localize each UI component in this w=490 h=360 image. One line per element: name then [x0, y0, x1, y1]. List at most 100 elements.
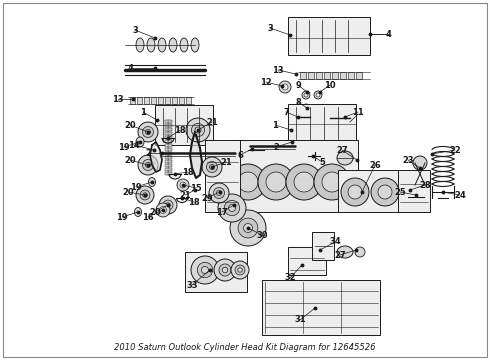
Circle shape [302, 104, 310, 112]
Bar [332, 72, 338, 79]
Circle shape [138, 122, 158, 142]
Text: 4: 4 [385, 30, 391, 39]
Text: 28: 28 [419, 180, 431, 189]
Bar [165, 172, 169, 175]
Text: 8: 8 [295, 98, 301, 107]
Ellipse shape [355, 247, 365, 257]
Ellipse shape [180, 38, 188, 52]
Text: 1: 1 [272, 121, 278, 130]
Text: 26: 26 [369, 161, 381, 170]
Text: 13: 13 [272, 66, 284, 75]
Circle shape [218, 194, 246, 222]
Bar [165, 132, 169, 135]
Circle shape [214, 259, 236, 281]
Circle shape [138, 155, 158, 175]
Ellipse shape [158, 38, 166, 52]
Text: 10: 10 [324, 81, 336, 90]
Text: 9: 9 [295, 81, 301, 90]
Bar [300, 72, 306, 79]
Circle shape [314, 91, 322, 99]
Ellipse shape [415, 180, 425, 190]
Text: 31: 31 [294, 315, 306, 324]
Text: 19: 19 [130, 183, 142, 192]
Text: 21: 21 [179, 190, 191, 199]
Bar [165, 128, 169, 131]
Bar [165, 164, 169, 167]
Text: 6: 6 [237, 150, 243, 159]
Circle shape [156, 203, 170, 217]
Bar [168, 148, 172, 151]
Bar [356, 72, 362, 79]
Text: 34: 34 [329, 238, 341, 247]
Bar [165, 120, 169, 123]
Circle shape [296, 116, 299, 118]
Ellipse shape [134, 207, 142, 216]
Text: 33: 33 [186, 280, 198, 289]
Text: 17: 17 [216, 207, 228, 216]
Bar [338, 170, 403, 212]
Ellipse shape [252, 148, 260, 153]
Text: 5: 5 [319, 158, 325, 166]
Bar [168, 128, 172, 131]
Circle shape [159, 196, 177, 214]
Text: 21: 21 [206, 117, 218, 126]
Bar [165, 124, 169, 127]
Bar [168, 120, 172, 123]
Bar [168, 132, 172, 135]
Circle shape [217, 190, 221, 195]
Bar [288, 247, 326, 275]
Circle shape [202, 157, 222, 177]
Text: 20: 20 [124, 156, 136, 165]
Circle shape [228, 204, 236, 212]
Ellipse shape [136, 38, 144, 52]
Bar [288, 104, 356, 142]
Circle shape [238, 172, 258, 192]
Ellipse shape [147, 38, 155, 52]
Circle shape [136, 186, 154, 204]
Bar [312, 232, 334, 260]
Text: 30: 30 [256, 230, 268, 239]
Bar [348, 72, 354, 79]
Text: 23: 23 [402, 156, 414, 165]
Circle shape [214, 188, 224, 198]
Circle shape [286, 164, 322, 200]
Text: 3: 3 [132, 26, 138, 35]
Bar [165, 160, 169, 163]
Polygon shape [150, 142, 162, 172]
Text: 14: 14 [128, 140, 140, 149]
Circle shape [197, 262, 213, 278]
Circle shape [244, 224, 252, 233]
Circle shape [143, 159, 153, 171]
Bar [165, 144, 169, 147]
Bar [168, 144, 172, 147]
Text: 25: 25 [394, 188, 406, 197]
Circle shape [266, 172, 286, 192]
Ellipse shape [148, 177, 155, 186]
Bar [144, 97, 149, 104]
Text: 12: 12 [260, 77, 272, 86]
Circle shape [304, 93, 308, 97]
Text: 18: 18 [174, 126, 186, 135]
Bar [155, 105, 213, 145]
Bar [168, 136, 172, 139]
Circle shape [282, 84, 288, 90]
Ellipse shape [413, 156, 427, 170]
Circle shape [258, 164, 294, 200]
Text: 7: 7 [283, 108, 289, 117]
Circle shape [238, 268, 242, 272]
Bar [137, 97, 142, 104]
Circle shape [314, 164, 350, 200]
Bar [398, 170, 430, 212]
Bar [230, 140, 358, 212]
Text: 20: 20 [149, 207, 161, 216]
Circle shape [294, 172, 314, 192]
Bar [165, 97, 170, 104]
Circle shape [143, 126, 153, 138]
Bar [185, 252, 247, 292]
Circle shape [143, 193, 147, 197]
Text: 2: 2 [145, 149, 151, 158]
Text: 22: 22 [449, 145, 461, 154]
Bar [288, 17, 370, 55]
Circle shape [177, 179, 189, 191]
Bar [324, 72, 330, 79]
